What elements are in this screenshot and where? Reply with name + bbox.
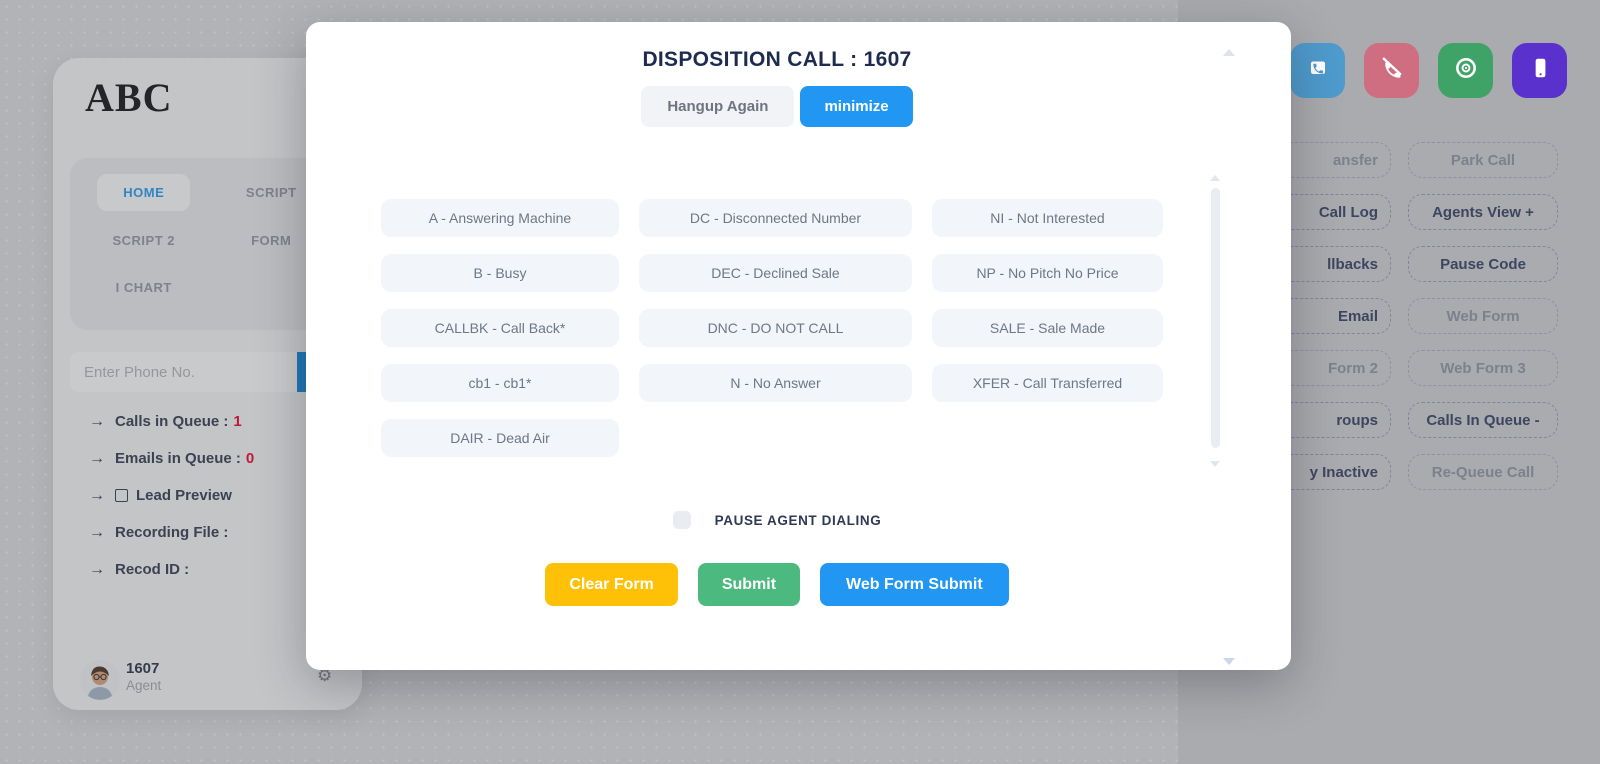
tab-i-chart[interactable]: I CHART	[115, 280, 172, 295]
arrow-icon: →	[89, 523, 105, 541]
mobile-phone-icon	[1527, 55, 1553, 86]
disposition-no-pitch-no-price[interactable]: NP - No Pitch No Price	[932, 254, 1163, 292]
disposition-call-transferred[interactable]: XFER - Call Transferred	[932, 364, 1163, 402]
disposition-cb1[interactable]: cb1 - cb1*	[381, 364, 619, 402]
pause-agent-dialing-row: PAUSE AGENT DIALING	[306, 511, 1248, 529]
list-item-emails-in-queue: → Emails in Queue : 0	[89, 440, 349, 477]
record-button[interactable]	[1438, 43, 1493, 98]
mobile-phone-button[interactable]	[1512, 43, 1567, 98]
park-call-button[interactable]: Park Call	[1408, 142, 1558, 178]
disposition-answering-machine[interactable]: A - Answering Machine	[381, 199, 619, 237]
chevron-down-icon[interactable]	[1223, 658, 1235, 665]
submit-button[interactable]: Submit	[697, 563, 801, 606]
hangup-phone-button[interactable]	[1364, 43, 1419, 98]
modal-top-actions: Hangup Again minimize	[306, 86, 1248, 127]
dial-phone-icon	[1305, 55, 1331, 86]
agents-view-button[interactable]: Agents View +	[1408, 194, 1558, 230]
disposition-no-answer[interactable]: N - No Answer	[639, 364, 912, 402]
disposition-busy[interactable]: B - Busy	[381, 254, 619, 292]
disposition-disconnected-number[interactable]: DC - Disconnected Number	[639, 199, 912, 237]
emails-in-queue-count: 0	[245, 450, 255, 467]
gear-icon[interactable]: ⚙	[317, 666, 333, 685]
disposition-modal: DISPOSITION CALL : 1607 Hangup Again min…	[306, 22, 1291, 670]
disposition-grid: A - Answering Machine DC - Disconnected …	[381, 199, 1163, 457]
hangup-phone-icon	[1379, 55, 1405, 86]
web-form-button[interactable]: Web Form	[1408, 298, 1558, 334]
disposition-not-interested[interactable]: NI - Not Interested	[932, 199, 1163, 237]
clear-form-button[interactable]: Clear Form	[545, 563, 678, 606]
tab-form[interactable]: FORM	[251, 233, 292, 248]
disposition-call-back[interactable]: CALLBK - Call Back*	[381, 309, 619, 347]
queue-status-list: → Calls in Queue : 1 → Emails in Queue :…	[89, 403, 349, 588]
record-icon	[1453, 55, 1479, 86]
recording-file-label: Recording File :	[115, 524, 229, 541]
lead-preview-checkbox[interactable]	[115, 489, 128, 502]
modal-title: DISPOSITION CALL : 1607	[642, 48, 912, 71]
chevron-up-icon[interactable]	[1223, 49, 1235, 56]
list-item-recording-file: → Recording File :	[89, 514, 349, 551]
scroll-up-arrow-icon[interactable]	[1210, 175, 1220, 181]
agent-profile-row: 1607 Agent ⚙	[53, 656, 362, 710]
control-buttons-right-column: Park Call Agents View + Pause Code Web F…	[1408, 142, 1558, 490]
pause-agent-dialing-label: PAUSE AGENT DIALING	[714, 512, 882, 528]
arrow-icon: →	[89, 560, 105, 578]
disposition-do-not-call[interactable]: DNC - DO NOT CALL	[639, 309, 912, 347]
tab-home[interactable]: HOME	[97, 174, 191, 211]
tab-script-2[interactable]: SCRIPT 2	[112, 233, 175, 248]
lead-preview-label: Lead Preview	[136, 487, 232, 504]
list-item-lead-preview: → Lead Preview	[89, 477, 349, 514]
web-form-submit-button[interactable]: Web Form Submit	[820, 563, 1009, 606]
phone-dial-group	[70, 352, 345, 392]
recod-id-label: Recod ID :	[115, 561, 190, 578]
avatar	[80, 660, 120, 700]
disposition-dead-air[interactable]: DAIR - Dead Air	[381, 419, 619, 457]
calls-in-queue-count: 1	[233, 413, 242, 430]
arrow-icon: →	[89, 486, 105, 504]
phone-number-input[interactable]	[70, 352, 297, 392]
web-form-3-button[interactable]: Web Form 3	[1408, 350, 1558, 386]
tab-script[interactable]: SCRIPT	[245, 185, 297, 200]
calls-in-queue-button[interactable]: Calls In Queue -	[1408, 402, 1558, 438]
emails-in-queue-label: Emails in Queue :	[115, 450, 241, 467]
modal-scrollbar[interactable]	[1211, 188, 1220, 448]
list-item-calls-in-queue: → Calls in Queue : 1	[89, 403, 349, 440]
arrow-icon: →	[89, 412, 105, 430]
nav-tabs: HOME SCRIPT SCRIPT 2 FORM I CHART	[70, 158, 345, 330]
calls-in-queue-label: Calls in Queue :	[115, 413, 229, 430]
scroll-down-arrow-icon[interactable]	[1210, 461, 1220, 467]
minimize-button[interactable]: minimize	[800, 86, 913, 127]
dial-phone-button[interactable]	[1290, 43, 1345, 98]
pause-code-button[interactable]: Pause Code	[1408, 246, 1558, 282]
modal-footer-actions: Clear Form Submit Web Form Submit	[306, 563, 1248, 606]
agent-id: 1607	[126, 660, 160, 677]
arrow-icon: →	[89, 449, 105, 467]
re-queue-call-button[interactable]: Re-Queue Call	[1408, 454, 1558, 490]
disposition-declined-sale[interactable]: DEC - Declined Sale	[639, 254, 912, 292]
list-item-recod-id: → Recod ID :	[89, 551, 349, 588]
disposition-sale-made[interactable]: SALE - Sale Made	[932, 309, 1163, 347]
control-buttons-left-column: ansfer Call Log llbacks Email Form 2 rou…	[1241, 142, 1391, 490]
brand-logo: ABC	[85, 75, 173, 120]
hangup-again-button[interactable]: Hangup Again	[641, 86, 795, 127]
agent-role: Agent	[126, 678, 162, 693]
pause-agent-dialing-checkbox[interactable]	[672, 511, 691, 529]
